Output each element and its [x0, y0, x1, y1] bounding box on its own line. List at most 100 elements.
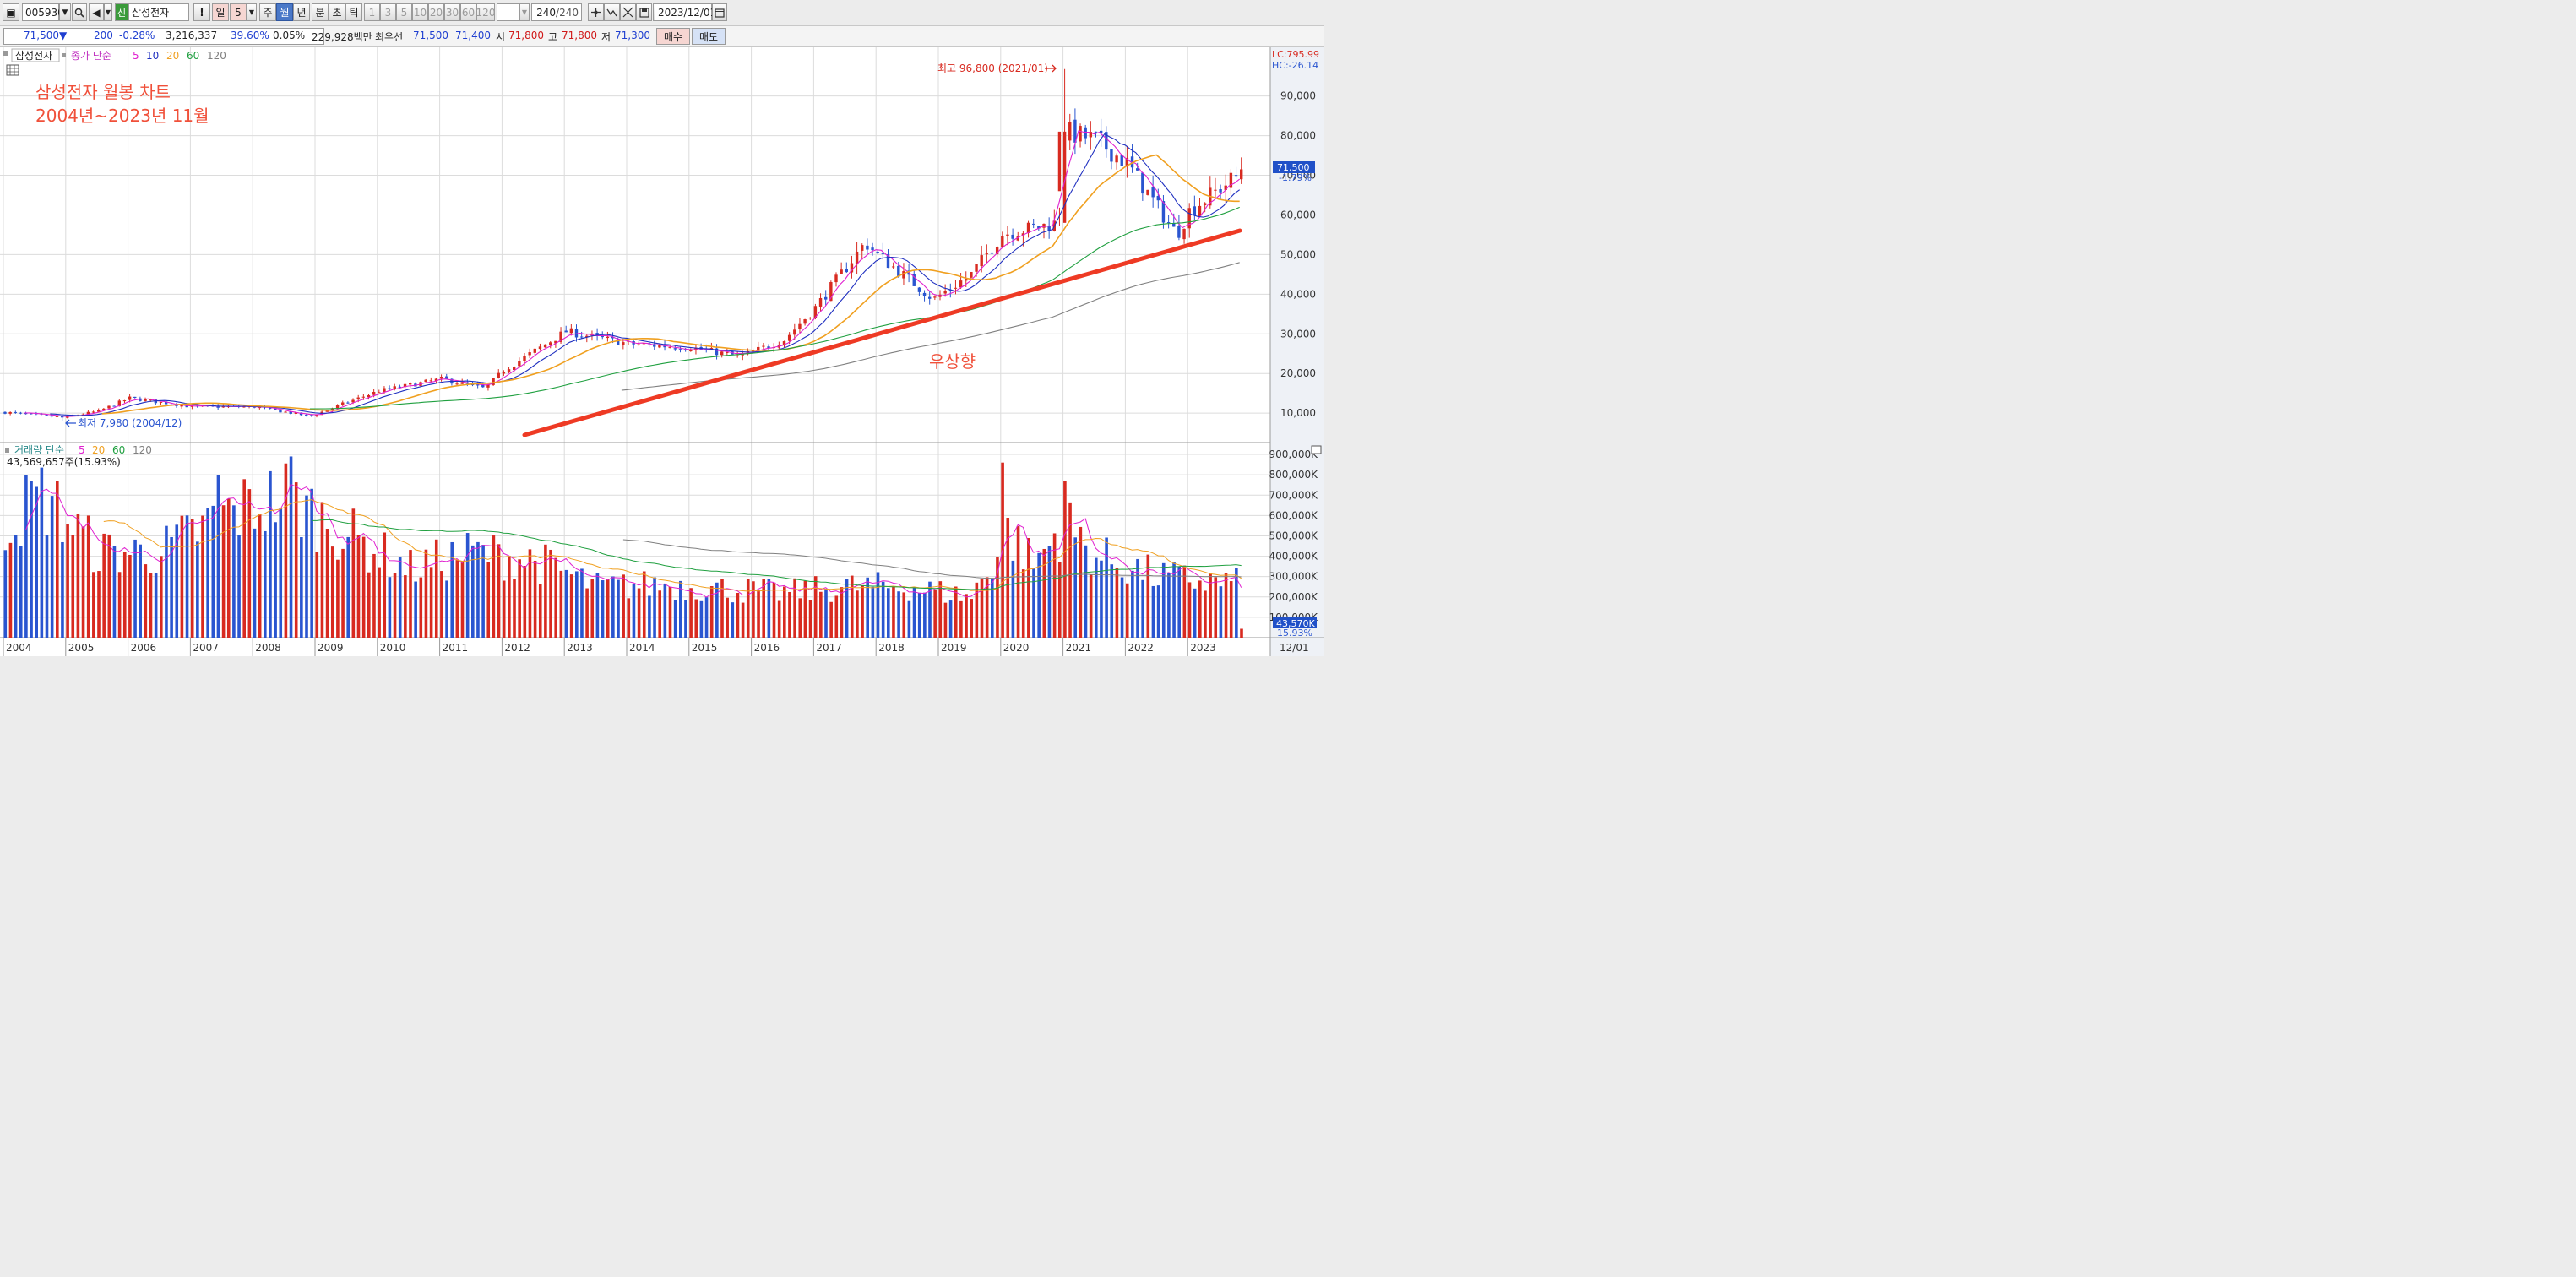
volume-bar [76, 514, 80, 638]
trend-tool-icon[interactable] [604, 3, 620, 21]
volume-bar [1110, 564, 1114, 638]
trade-volume: 3,216,337 [166, 30, 218, 41]
volume-bar [330, 546, 334, 638]
interval-button[interactable]: 10 [412, 3, 428, 21]
panel-handle-icon[interactable] [3, 51, 8, 56]
x-tick-label: 2012 [504, 642, 530, 654]
interval-button[interactable]: 120 [476, 3, 495, 21]
price-ma-legend-item: 60 [187, 50, 199, 62]
drawing-tool-icon[interactable] [620, 3, 636, 21]
candle-body [258, 407, 262, 409]
stock-name-field[interactable]: 삼성전자 [128, 3, 189, 21]
period-second-button[interactable]: 초 [329, 3, 345, 21]
candle [1156, 188, 1160, 209]
candle-body [1193, 206, 1197, 215]
volume-bar [788, 591, 791, 638]
item-label-box[interactable] [11, 48, 60, 62]
volume-bar [569, 574, 573, 638]
candle-body [310, 415, 313, 416]
candle-body [985, 253, 989, 255]
panel-handle-icon[interactable] [5, 448, 9, 453]
sell-button[interactable]: 매도 [692, 28, 726, 45]
period-minute-button[interactable]: 분 [312, 3, 329, 21]
interval-button[interactable]: 30 [444, 3, 460, 21]
period-week-button[interactable]: 주 [259, 3, 276, 21]
candle [1203, 202, 1207, 213]
period-tick-button[interactable]: 틱 [345, 3, 362, 21]
candle-body [1094, 131, 1098, 133]
candle [840, 262, 843, 274]
volume-bar [1240, 628, 1243, 638]
candle-body [117, 400, 121, 407]
candle [55, 416, 59, 417]
volume-ma-line [311, 519, 1242, 590]
panel-maximize-icon[interactable] [1311, 445, 1322, 454]
table-view-icon[interactable] [6, 64, 19, 76]
data-count-total: /240 [556, 6, 579, 19]
interval-button[interactable]: 1 [364, 3, 380, 21]
crosshair-icon[interactable] [588, 3, 604, 21]
volume-bar [752, 581, 755, 638]
period-count-button[interactable]: 5 [230, 3, 247, 21]
volume-bar [372, 553, 376, 638]
period-day-button[interactable]: 일 [212, 3, 229, 21]
volume-bar [824, 589, 828, 638]
candle-body [891, 266, 895, 268]
data-count-field[interactable]: 240/240 [531, 3, 582, 21]
volume-bar [424, 549, 428, 638]
candle-body [564, 330, 568, 333]
quote-box [3, 28, 324, 45]
candle-body [793, 329, 796, 335]
interval-dropdown-icon[interactable]: ▼ [519, 3, 530, 21]
code-dropdown-icon[interactable]: ▼ [59, 3, 71, 21]
candle-body [741, 354, 744, 356]
candle [1094, 131, 1098, 138]
volume-bar [71, 535, 75, 638]
candle [1026, 220, 1030, 238]
volume-ma-line [25, 483, 1242, 598]
candle [1193, 195, 1197, 220]
candle-body [268, 408, 272, 410]
price-tick-label: 10,000 [1280, 407, 1316, 419]
volume-bar [341, 548, 345, 638]
price-ma-line [50, 133, 1241, 416]
stock-code-input[interactable]: 005930 [22, 3, 64, 21]
panel-handle-icon[interactable] [62, 53, 66, 57]
candle [876, 249, 879, 254]
price-tick-label: 60,000 [1280, 209, 1316, 220]
window-menu-icon[interactable]: ▣ [3, 3, 19, 21]
sound-icon[interactable]: ◀ [89, 3, 104, 21]
volume-bar [970, 599, 973, 638]
date-input[interactable]: 2023/12/01 [655, 3, 716, 21]
trend-line[interactable] [522, 228, 1242, 437]
candle [1198, 198, 1202, 218]
volume-bar [361, 536, 366, 638]
interval-custom-input[interactable] [497, 3, 520, 21]
price-ma-legend-item: 20 [166, 50, 179, 62]
alert-button[interactable]: ! [193, 3, 210, 21]
interval-label: 5 [400, 6, 408, 19]
period-dropdown-icon[interactable]: ▼ [247, 3, 257, 21]
period-month-button[interactable]: 월 [276, 3, 293, 21]
candle-body [673, 348, 677, 350]
save-icon[interactable] [636, 3, 652, 21]
buy-button[interactable]: 매수 [656, 28, 690, 45]
interval-button[interactable]: 20 [428, 3, 444, 21]
volume-bar [861, 584, 864, 638]
calendar-icon[interactable] [712, 3, 727, 21]
interval-button[interactable]: 60 [460, 3, 476, 21]
price-ma-legend-item: 5 [133, 50, 139, 62]
volume-bar [1027, 538, 1030, 638]
period-year-button[interactable]: 년 [293, 3, 310, 21]
interval-button[interactable]: 3 [380, 3, 396, 21]
price-tick-label: 30,000 [1280, 328, 1316, 340]
candle-body [965, 278, 968, 281]
sound-dropdown-icon[interactable]: ▼ [104, 3, 112, 21]
search-icon[interactable] [72, 3, 87, 21]
volume-bar [170, 536, 173, 638]
volume-bar [980, 579, 984, 638]
interval-button[interactable]: 5 [396, 3, 412, 21]
candle [834, 272, 838, 287]
stock-chart[interactable]: 10,00020,00030,00040,00050,00060,00070,0… [0, 47, 1324, 656]
candle [1006, 226, 1009, 246]
